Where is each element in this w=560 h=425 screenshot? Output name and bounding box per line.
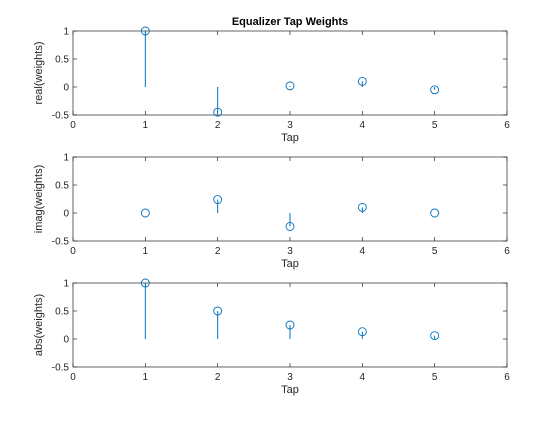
stem-marker <box>285 81 295 91</box>
x-tick-label: 2 <box>215 246 221 257</box>
stem-marker <box>140 208 150 218</box>
y-tick-label: -0.5 <box>52 111 70 122</box>
y-tick-label: -0.5 <box>52 363 70 374</box>
x-tick-label: 3 <box>287 120 293 131</box>
x-axis-label: Tap <box>281 258 299 270</box>
x-tick-label: 2 <box>215 120 221 131</box>
x-tick-label: 6 <box>504 372 510 383</box>
x-tick-label: 1 <box>143 120 149 131</box>
x-tick-label: 4 <box>360 246 366 257</box>
y-tick-label: 0 <box>63 335 69 346</box>
x-axis-label: Tap <box>281 132 299 144</box>
x-tick-label: 0 <box>70 246 76 257</box>
y-tick-label: 1 <box>63 153 69 164</box>
x-tick-label: 6 <box>504 246 510 257</box>
stem-marker <box>430 331 440 341</box>
axes-box <box>72 30 508 116</box>
y-tick-label: 0 <box>63 83 69 94</box>
x-tick-label: 0 <box>70 372 76 383</box>
stem-marker <box>430 85 440 95</box>
y-axis-label: real(weights) <box>33 42 45 105</box>
y-tick-label: 1 <box>63 279 69 290</box>
y-tick-label: 0 <box>63 209 69 220</box>
stem-marker <box>357 202 367 212</box>
stem-marker <box>285 320 295 330</box>
x-axis-label: Tap <box>281 384 299 396</box>
stem-marker <box>430 208 440 218</box>
y-axis-label: abs(weights) <box>33 294 45 356</box>
x-tick-label: 5 <box>432 120 438 131</box>
x-tick-label: 2 <box>215 372 221 383</box>
y-tick-label: 0.5 <box>55 307 69 318</box>
x-tick-label: 5 <box>432 246 438 257</box>
y-tick-label: 0.5 <box>55 181 69 192</box>
x-tick-label: 0 <box>70 120 76 131</box>
x-tick-label: 1 <box>143 246 149 257</box>
stem-marker <box>140 278 150 288</box>
y-tick-label: -0.5 <box>52 237 70 248</box>
subplot-1: 0 1 2 3 4 5 6-0.500.51Tapreal(weights)Equalize… <box>33 16 510 144</box>
x-tick-label: 4 <box>360 372 366 383</box>
stem-marker <box>213 107 223 117</box>
x-tick-label: 6 <box>504 120 510 131</box>
stem-marker <box>357 76 367 86</box>
y-tick-label: 0.5 <box>55 55 69 66</box>
axes-box <box>72 156 508 242</box>
x-tick-label: 5 <box>432 372 438 383</box>
stem-marker <box>213 195 223 205</box>
y-axis-label: imag(weights) <box>33 165 45 233</box>
stem-marker <box>213 306 223 316</box>
chart-title: Equalizer Tap Weights <box>232 16 348 28</box>
stem-marker <box>140 26 150 36</box>
x-tick-label: 4 <box>360 120 366 131</box>
stem-marker <box>285 221 295 231</box>
x-tick-label: 3 <box>287 246 293 257</box>
x-tick-label: 3 <box>287 372 293 383</box>
stem-marker <box>357 327 367 337</box>
x-tick-label: 1 <box>143 372 149 383</box>
y-tick-label: 1 <box>63 27 69 38</box>
